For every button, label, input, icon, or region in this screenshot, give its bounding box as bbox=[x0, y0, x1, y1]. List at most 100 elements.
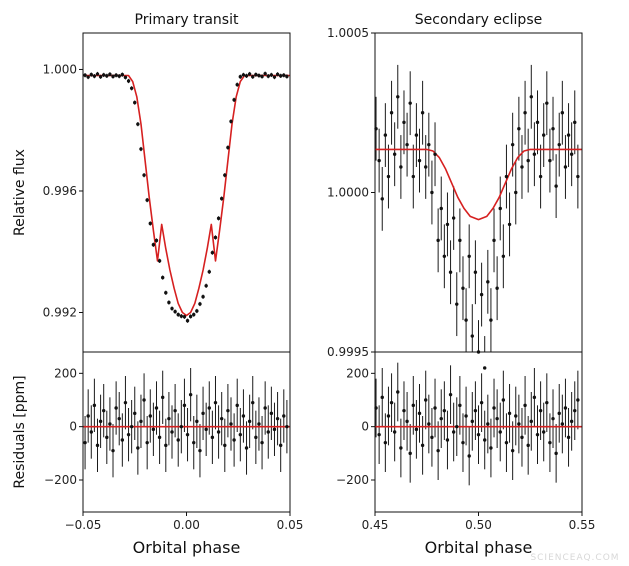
primary-transit-data-point bbox=[219, 196, 224, 201]
secondary-eclipse-data-point bbox=[439, 206, 443, 211]
primary-residuals-ytick-label: 0 bbox=[69, 420, 77, 434]
primary-transit-data-point bbox=[201, 295, 205, 299]
primary-transit-data-point bbox=[266, 74, 270, 78]
primary-transit-data-point bbox=[238, 75, 243, 79]
secondary-residuals-data-point bbox=[495, 416, 499, 421]
secondary-eclipse-data-point bbox=[573, 120, 577, 125]
primary-transit-data-point bbox=[136, 122, 140, 126]
primary-transit-data-point bbox=[111, 74, 115, 79]
primary-residuals-xtick-label: 0.05 bbox=[277, 518, 304, 532]
primary-transit-data-point bbox=[86, 75, 90, 79]
secondary-eclipse-data-point bbox=[411, 174, 415, 179]
secondary-residuals-data-point bbox=[377, 432, 381, 437]
primary-transit-data-point bbox=[139, 147, 143, 151]
primary-residuals-data-point bbox=[133, 411, 137, 416]
secondary-residuals-ytick-label: −200 bbox=[336, 473, 369, 487]
secondary-residuals-data-point bbox=[467, 454, 471, 458]
primary-residuals-data-point bbox=[157, 435, 162, 440]
primary-transit-data-point bbox=[117, 74, 121, 78]
secondary-residuals-data-point bbox=[517, 422, 521, 426]
primary-residuals-data-point bbox=[114, 406, 118, 410]
primary-residuals-data-point bbox=[275, 416, 280, 421]
primary-residuals-data-point bbox=[216, 430, 221, 434]
primary-transit-data-point bbox=[133, 100, 137, 105]
primary-transit-data-point bbox=[89, 72, 93, 77]
primary-transit-data-point bbox=[272, 75, 277, 79]
primary-residuals-data-point bbox=[226, 408, 230, 413]
primary-residuals-data-point bbox=[148, 414, 152, 418]
primary-transit-data-point bbox=[198, 302, 202, 306]
primary-residuals-data-point bbox=[102, 408, 106, 413]
primary-residuals-data-point bbox=[95, 443, 100, 448]
primary-transit-data-point bbox=[241, 73, 246, 77]
secondary-eclipse-data-point bbox=[380, 197, 384, 201]
primary-residuals-data-point bbox=[173, 408, 177, 413]
secondary-eclipse-data-point bbox=[557, 142, 561, 147]
secondary-residuals-data-point bbox=[566, 435, 571, 440]
secondary-residuals-data-point bbox=[489, 446, 493, 450]
primary-residuals-data-point bbox=[269, 411, 274, 416]
primary-transit-data-point bbox=[173, 309, 177, 314]
primary-transit-data-point bbox=[83, 73, 87, 77]
primary-residuals-data-point bbox=[136, 446, 140, 450]
secondary-eclipse-ytick-label: 0.9995 bbox=[327, 345, 369, 359]
secondary-residuals-data-point bbox=[557, 411, 561, 416]
secondary-eclipse-data-point bbox=[560, 111, 565, 115]
secondary-residuals-data-point bbox=[396, 390, 400, 394]
secondary-residuals-data-point bbox=[573, 408, 577, 413]
primary-transit-model-line bbox=[83, 74, 290, 317]
primary-transit-data-point bbox=[282, 73, 286, 77]
secondary-eclipse-data-point bbox=[455, 302, 459, 306]
secondary-residuals-data-point bbox=[470, 419, 474, 424]
secondary-eclipse-data-point bbox=[396, 95, 400, 99]
primary-transit-data-point bbox=[167, 300, 171, 305]
primary-transit-data-point bbox=[176, 312, 180, 317]
primary-transit-data-point bbox=[210, 250, 215, 255]
primary-residuals-data-point bbox=[164, 443, 168, 448]
primary-transit-data-point bbox=[145, 198, 149, 202]
primary-residuals-data-point bbox=[207, 406, 211, 410]
secondary-residuals-data-point bbox=[380, 395, 384, 400]
secondary-eclipse-data-point bbox=[399, 165, 403, 169]
secondary-eclipse-data-point bbox=[408, 101, 412, 105]
primary-residuals-data-point bbox=[223, 443, 227, 448]
primary-transit-data-point bbox=[257, 73, 261, 78]
primary-residuals-data-point bbox=[139, 419, 143, 424]
secondary-eclipse-data-point bbox=[386, 174, 391, 179]
secondary-residuals-data-point bbox=[538, 408, 543, 413]
primary-residuals-data-point bbox=[238, 432, 243, 437]
secondary-eclipse-data-point bbox=[479, 292, 484, 297]
secondary-residuals-data-point bbox=[389, 400, 394, 405]
secondary-eclipse-data-point bbox=[566, 133, 571, 137]
primary-transit-data-point bbox=[98, 75, 103, 79]
secondary-eclipse-data-point bbox=[545, 101, 549, 105]
primary-transit-data-point bbox=[102, 73, 106, 77]
secondary-residuals-xtick-label: 0.45 bbox=[362, 518, 389, 532]
secondary-eclipse-data-point bbox=[548, 158, 552, 163]
primary-residuals-data-point bbox=[120, 438, 125, 442]
secondary-eclipse-model-line bbox=[375, 148, 582, 221]
secondary-residuals-data-point bbox=[420, 443, 425, 448]
secondary-residuals-data-point bbox=[514, 414, 518, 418]
secondary-residuals-data-point bbox=[554, 451, 558, 456]
secondary-eclipse-data-point bbox=[551, 127, 555, 131]
primary-transit-data-point bbox=[160, 275, 165, 280]
primary-transit-data-point bbox=[216, 216, 221, 221]
secondary-residuals-data-point bbox=[548, 440, 552, 445]
primary-residuals-data-point bbox=[278, 443, 283, 448]
secondary-eclipse-data-point bbox=[504, 174, 509, 179]
primary-residuals-data-point bbox=[229, 422, 233, 426]
primary-transit-data-point bbox=[157, 259, 162, 263]
secondary-residuals-xtick-label: 0.50 bbox=[465, 518, 492, 532]
secondary-eclipse-data-point bbox=[448, 270, 453, 274]
primary-residuals-data-point bbox=[251, 400, 255, 405]
secondary-eclipse-data-point bbox=[526, 158, 530, 163]
primary-transit-ytick-label: 0.996 bbox=[43, 184, 77, 198]
secondary-residuals-data-point bbox=[551, 416, 555, 421]
secondary-residuals-data-point bbox=[455, 424, 459, 429]
primary-transit-data-point bbox=[114, 73, 118, 77]
primary-residuals-ylabel: Residuals [ppm] bbox=[12, 375, 28, 488]
primary-transit-data-point bbox=[126, 79, 131, 83]
secondary-eclipse-data-point bbox=[427, 142, 431, 147]
secondary-residuals-data-point bbox=[529, 419, 533, 424]
